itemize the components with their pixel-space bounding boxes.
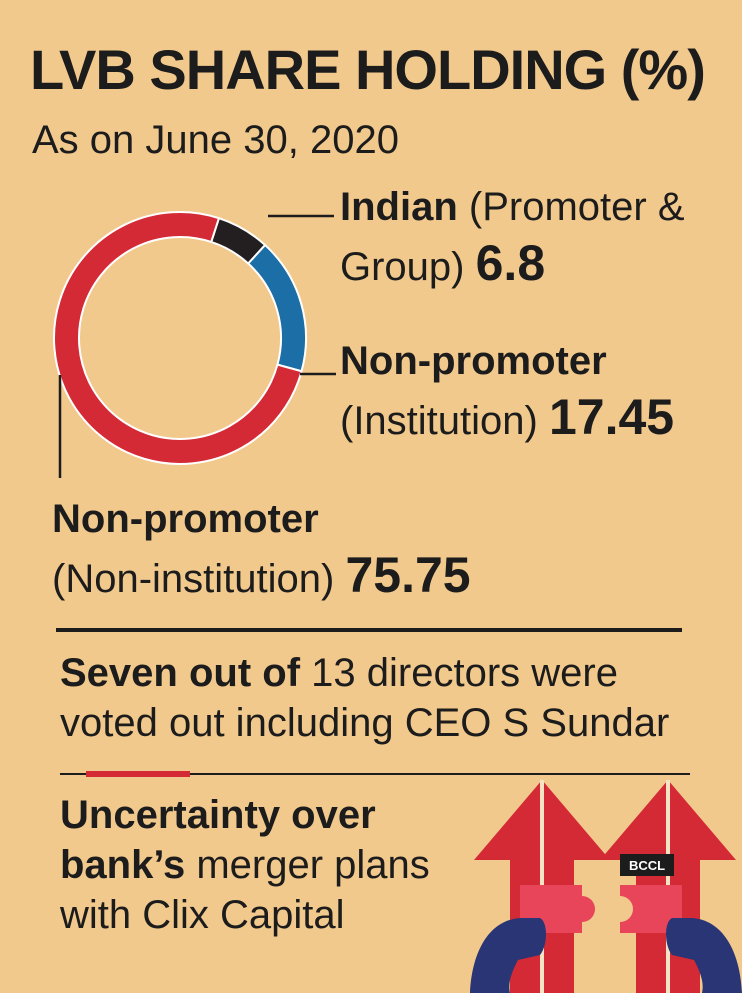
donut-chart <box>53 211 307 465</box>
value-institution: 17.45 <box>548 389 675 445</box>
label-indian: Indian (Promoter & Group) 6.8 <box>340 182 685 295</box>
slice-non-promoter-non-institution <box>53 211 303 465</box>
note-directors: Seven out of 13 directors were voted out… <box>60 648 669 748</box>
label-institution: Non-promoter (Institution) 17.45 <box>340 336 674 449</box>
right-hand-icon <box>666 918 742 993</box>
label-indian-line2: Group) <box>340 245 465 289</box>
label-non-institution: Non-promoter (Non-institution) 75.75 <box>52 494 471 607</box>
chart-title: LVB SHARE HOLDING (%) <box>30 38 706 101</box>
label-institution-line2: (Institution) <box>340 399 538 443</box>
note-directors-line2: voted out including CEO S Sundar <box>60 701 670 745</box>
label-institution-bold: Non-promoter <box>340 339 607 383</box>
divider-top <box>56 628 682 632</box>
value-indian: 6.8 <box>475 235 546 291</box>
puzzle-right-icon <box>607 885 682 933</box>
note-merger-rest: merger plans <box>196 843 430 887</box>
note-merger: Uncertainty over bank’s merger plans wit… <box>60 790 430 940</box>
credit-text: BCCL <box>629 858 665 873</box>
credit-badge <box>620 854 674 876</box>
note-merger-line3: with Clix Capital <box>60 893 345 937</box>
value-non-institution: 75.75 <box>345 547 471 603</box>
note-merger-line1: Uncertainty over <box>60 793 376 837</box>
note-directors-bold: Seven out of <box>60 651 301 695</box>
label-non-institution-bold: Non-promoter <box>52 497 319 541</box>
left-hand-icon <box>470 918 546 993</box>
chart-subtitle: As on June 30, 2020 <box>32 118 399 162</box>
note-directors-rest: 13 directors were <box>311 651 618 695</box>
divider-bottom <box>60 773 690 775</box>
merger-illustration: BCCL <box>470 780 742 993</box>
label-indian-rest: (Promoter & <box>468 185 685 229</box>
label-non-institution-line2: (Non-institution) <box>52 557 335 601</box>
divider-accent <box>86 771 190 777</box>
note-merger-bold: bank’s <box>60 843 186 887</box>
puzzle-left-icon <box>520 885 595 933</box>
label-indian-bold: Indian <box>340 185 458 229</box>
